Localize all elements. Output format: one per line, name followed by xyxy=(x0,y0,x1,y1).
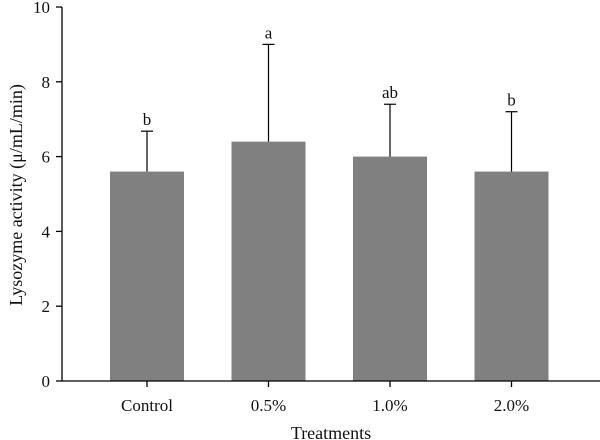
x-axis-title: Treatments xyxy=(291,423,371,440)
x-tick-label-3: 1.0% xyxy=(372,396,407,415)
bar-3 xyxy=(353,156,427,381)
significance-label-4: b xyxy=(507,91,516,110)
axes-layer xyxy=(56,6,600,387)
error-bars-layer xyxy=(141,43,518,172)
y-tick-label-10: 10 xyxy=(33,0,50,17)
x-tick-label-4: 2.0% xyxy=(494,396,529,415)
y-axis-title: Lysozyme activity (μ/mL/min) xyxy=(6,84,27,306)
bar-2 xyxy=(231,141,306,381)
y-tick-label-2: 2 xyxy=(42,297,51,316)
significance-label-2: a xyxy=(265,23,273,42)
bar-4 xyxy=(474,171,549,381)
x-tick-label-2: 0.5% xyxy=(251,396,286,415)
significance-label-3: ab xyxy=(382,83,398,102)
y-tick-label-8: 8 xyxy=(42,73,51,92)
y-tick-label-4: 4 xyxy=(42,222,51,241)
y-tick-label-6: 6 xyxy=(42,148,51,167)
x-tick-label-1: Control xyxy=(121,396,173,415)
bars-layer xyxy=(110,141,549,381)
bar-1 xyxy=(110,171,184,381)
labels-layer: b a ab b 0 2 4 6 8 10 Control 0.5% 1.0% 2.0% xyxy=(33,0,529,415)
y-tick-label-0: 0 xyxy=(42,372,51,391)
significance-label-1: b xyxy=(143,110,152,129)
